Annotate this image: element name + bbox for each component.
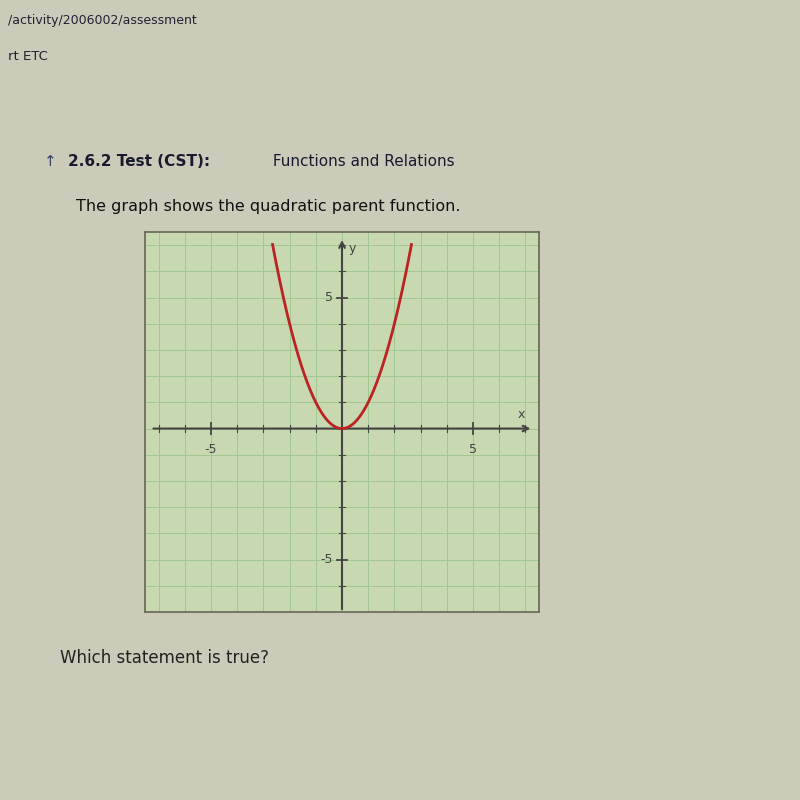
Text: rt ETC: rt ETC	[8, 50, 48, 63]
Text: /activity/2006002/assessment: /activity/2006002/assessment	[8, 14, 197, 26]
Text: 2.6.2 Test (CST):: 2.6.2 Test (CST):	[68, 154, 210, 170]
Text: The graph shows the quadratic parent function.: The graph shows the quadratic parent fun…	[76, 198, 461, 214]
Text: 5: 5	[325, 291, 333, 304]
Text: ↑: ↑	[44, 154, 57, 170]
Text: -5: -5	[320, 553, 333, 566]
Text: -5: -5	[205, 443, 218, 456]
Text: Functions and Relations: Functions and Relations	[268, 154, 454, 170]
Text: 5: 5	[469, 443, 477, 456]
Text: y: y	[349, 242, 356, 255]
Text: x: x	[518, 408, 526, 421]
Text: Which statement is true?: Which statement is true?	[60, 649, 269, 667]
